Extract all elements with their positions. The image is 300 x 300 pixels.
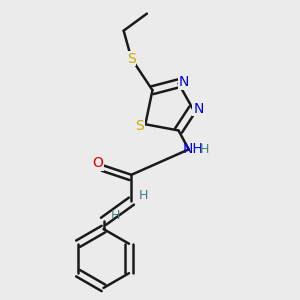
Text: S: S	[127, 52, 136, 66]
Text: H: H	[139, 189, 148, 202]
Text: N: N	[193, 102, 203, 116]
Text: N: N	[179, 75, 189, 89]
Text: H: H	[200, 143, 209, 156]
Text: H: H	[111, 209, 120, 222]
Text: O: O	[92, 156, 104, 170]
Text: S: S	[135, 119, 144, 133]
Text: NH: NH	[183, 142, 204, 156]
